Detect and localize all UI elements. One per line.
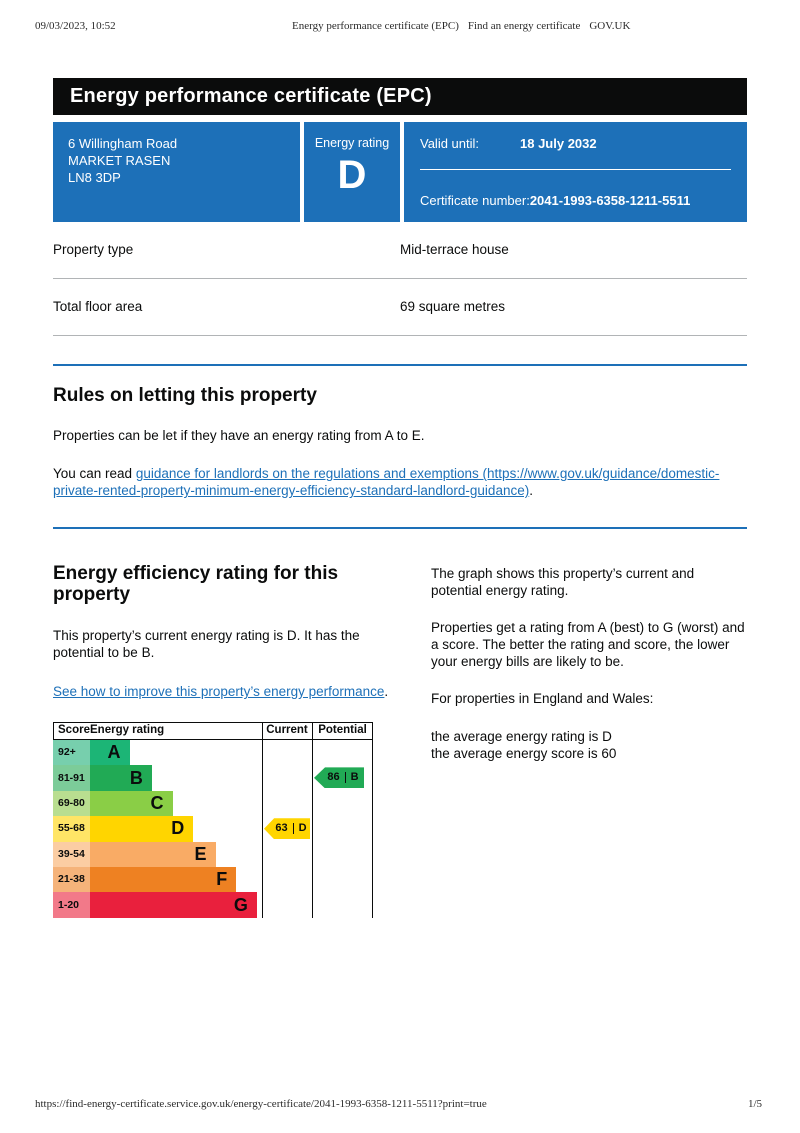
average-rating-lines: the average energy rating is D the avera…: [431, 728, 747, 762]
address-line-2: MARKET RASEN: [68, 153, 171, 168]
certificate-number-label: Certificate number:: [420, 193, 530, 208]
landlord-guidance-link[interactable]: guidance for landlords on the regulation…: [53, 466, 720, 498]
address-line-1: 6 Willingham Road: [68, 136, 178, 151]
band-row-c: C: [90, 790, 262, 817]
print-site-name: Find an energy certificate: [467, 20, 581, 32]
property-type-label: Property type: [53, 242, 134, 257]
energy-rating-label: Energy rating: [314, 136, 390, 150]
score-range-c: 69-80: [53, 790, 90, 817]
graph-header-energy-rating: Energy rating: [90, 723, 262, 740]
score-range-g: 1-20: [53, 892, 90, 918]
current-score: 63: [275, 822, 288, 835]
graph-header-score: Score: [53, 723, 90, 740]
valid-until-row: Valid until: 18 July 2032: [420, 135, 731, 152]
print-page-number: 1/5: [747, 1098, 762, 1110]
band-row-b: B: [90, 765, 262, 791]
rating-para-link: See how to improve this property’s energ…: [53, 683, 403, 700]
current-column-line: [262, 723, 263, 918]
band-c: C: [90, 790, 173, 817]
band-a: A: [90, 740, 130, 766]
section-divider: [53, 364, 747, 366]
band-row-a: A: [90, 740, 262, 766]
floor-area-label: Total floor area: [53, 299, 143, 314]
certificate-number-row: Certificate number:2041-1993-6358-1211-5…: [420, 192, 731, 209]
rating-para-1: This property’s current energy rating is…: [53, 628, 360, 660]
band-row-f: F: [90, 866, 262, 893]
rating-left-column: Energy efficiency rating for this proper…: [53, 544, 403, 918]
rules-para-2: You can read guidance for landlords on t…: [53, 465, 747, 499]
floor-area-row: Total floor area 69 square metres: [53, 279, 747, 336]
certificate-summary-panel: 6 Willingham Road MARKET RASEN LN8 3DP E…: [53, 122, 747, 222]
print-brand: GOV.UK: [589, 20, 631, 32]
current-band-letter: D: [298, 822, 307, 835]
energy-rating-value: D: [337, 153, 367, 197]
certificate-number: 2041-1993-6358-1211-5511: [529, 193, 691, 208]
section-divider-2: [53, 527, 747, 529]
band-e: E: [90, 841, 216, 867]
valid-until-date: 18 July 2032: [520, 136, 597, 151]
rules-heading: Rules on letting this property: [53, 385, 317, 406]
energy-rating-section: Energy efficiency rating for this proper…: [53, 544, 747, 918]
improve-performance-link[interactable]: See how to improve this property’s energ…: [53, 684, 385, 699]
rules-para-2-suffix: .: [529, 483, 533, 498]
score-range-a: 92+: [53, 740, 90, 766]
property-type-value: Mid-terrace house: [400, 242, 509, 257]
band-row-e: E: [90, 841, 262, 867]
page-title-bar: Energy performance certificate (EPC): [53, 78, 747, 115]
potential-column-line: [312, 723, 313, 918]
floor-area-value: 69 square metres: [400, 299, 506, 314]
graph-description-1: The graph shows this property’s current …: [431, 566, 695, 598]
certificate-page: Energy performance certificate (EPC) 6 W…: [53, 78, 747, 918]
graph-description-2: Properties get a rating from A (best) to…: [431, 620, 745, 669]
print-url: https://find-energy-certificate.service.…: [35, 1098, 487, 1110]
average-rating-line: the average energy rating is D: [431, 729, 612, 744]
potential-score: 86: [327, 771, 340, 784]
score-range-d: 55-68: [53, 816, 90, 842]
band-g: G: [90, 892, 257, 918]
energy-rating-box: Energy rating D: [304, 122, 400, 222]
property-address: 6 Willingham Road MARKET RASEN LN8 3DP: [53, 122, 300, 222]
validity-box: Valid until: 18 July 2032 Certificate nu…: [404, 122, 747, 222]
validity-divider: [420, 169, 731, 170]
print-doc-title: Energy performance certificate (EPC): [292, 20, 459, 32]
band-row-g: G: [90, 892, 262, 918]
score-range-e: 39-54: [53, 841, 90, 867]
print-title-group: Energy performance certificate (EPC) Fin…: [292, 18, 630, 35]
graph-header-potential: Potential: [312, 723, 373, 740]
marker-divider: [344, 772, 346, 784]
band-f: F: [90, 866, 237, 893]
property-type-row: Property type Mid-terrace house: [53, 222, 747, 279]
rules-para-1: Properties can be let if they have an en…: [53, 428, 425, 443]
band-row-d: D: [90, 816, 262, 842]
valid-until-label: Valid until:: [420, 136, 480, 151]
score-range-b: 81-91: [53, 765, 90, 791]
band-b: B: [90, 765, 152, 791]
rating-right-column: The graph shows this property’s current …: [431, 544, 747, 918]
page-title: Energy performance certificate (EPC): [70, 85, 432, 107]
band-d: D: [90, 816, 194, 842]
current-rating-marker: 63 D: [264, 818, 310, 840]
address-line-3: LN8 3DP: [68, 170, 121, 185]
potential-rating-marker: 86 B: [314, 767, 364, 789]
score-range-f: 21-38: [53, 866, 90, 893]
average-score-line: the average energy score is 60: [431, 746, 617, 761]
improve-link-suffix: .: [384, 684, 389, 699]
graph-header-current: Current: [262, 723, 312, 740]
marker-divider: [292, 823, 294, 835]
rating-heading: Energy efficiency rating for this proper…: [53, 563, 339, 605]
graph-description-3: For properties in England and Wales:: [431, 691, 654, 706]
potential-band-letter: B: [350, 771, 359, 784]
epc-rating-graph: Score Energy rating Current Potential 92…: [53, 722, 373, 918]
rules-para-2-prefix: You can read: [53, 466, 136, 481]
print-datetime: 09/03/2023, 10:52: [35, 20, 116, 32]
